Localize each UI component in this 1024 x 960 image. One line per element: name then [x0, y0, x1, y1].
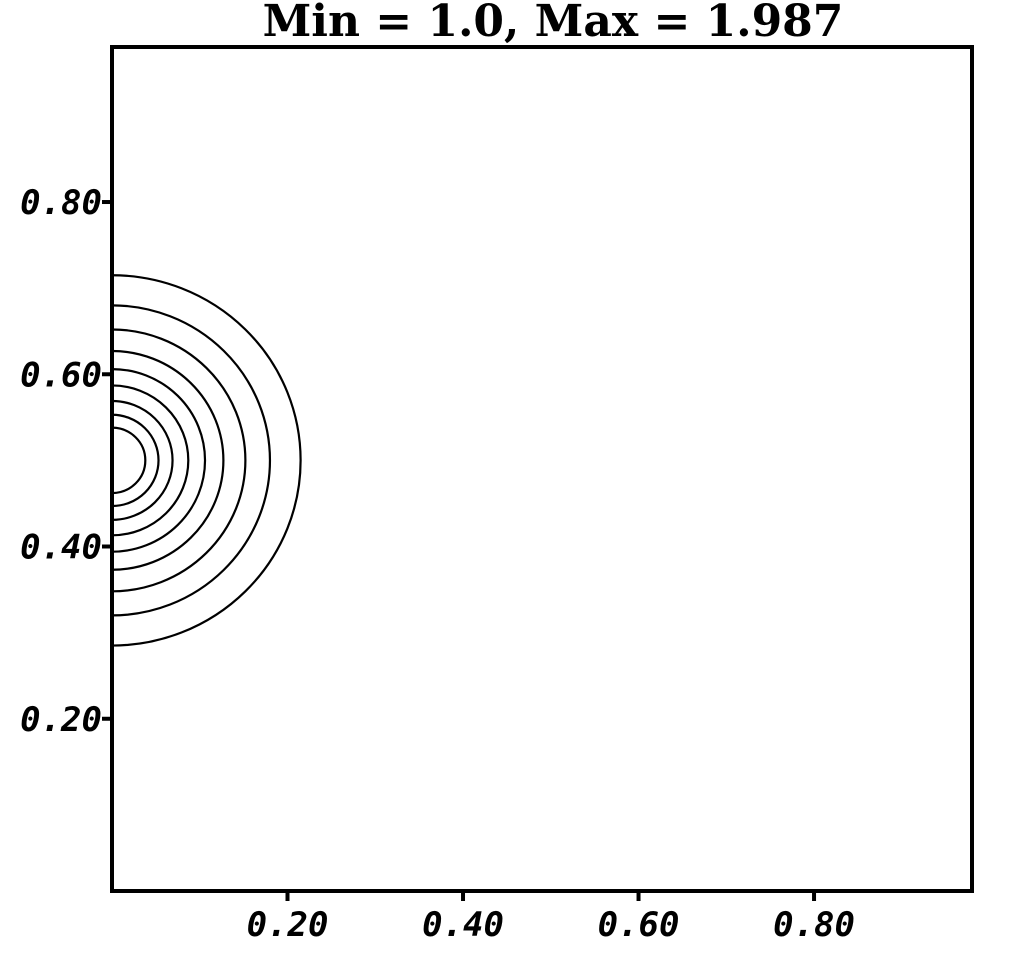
contour-line-6: [111, 384, 190, 537]
contour-line-7: [111, 399, 174, 521]
contour-line-9: [111, 426, 147, 495]
y-tick-label: 0.40: [20, 528, 102, 568]
contour-line-1: [111, 274, 302, 647]
y-tick-label: 0.20: [20, 700, 102, 740]
x-axis: 0.20 0.40 0.60 0.80: [247, 891, 855, 945]
x-tick-label: 0.40: [422, 905, 504, 945]
chart-title: Min = 1.0, Max = 1.987: [263, 0, 844, 47]
plot-frame: [110, 45, 974, 893]
x-tick-label: 0.80: [773, 905, 855, 945]
contour-line-8: [111, 413, 160, 508]
x-tick-label: 0.60: [598, 905, 680, 945]
y-axis: 0.20 0.40 0.60 0.80: [20, 183, 112, 740]
contour-line-4: [111, 349, 225, 571]
contour-line-5: [111, 367, 207, 553]
y-tick-label: 0.60: [20, 355, 102, 395]
contour-line-3: [111, 328, 247, 593]
x-tick-label: 0.20: [247, 905, 329, 945]
y-tick-label: 0.80: [20, 183, 102, 223]
contour-lines: [111, 274, 302, 647]
contour-line-2: [111, 304, 272, 617]
